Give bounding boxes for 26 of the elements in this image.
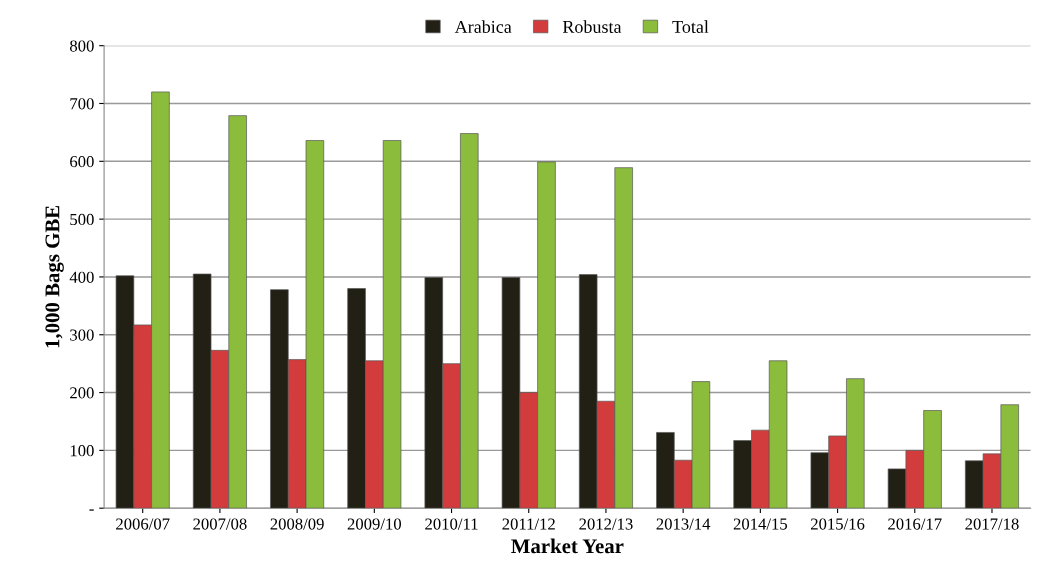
x-tick-label: 2009/10 [347,518,402,530]
x-tick-label: 2016/17 [888,518,942,530]
legend-label: Robusta [562,20,622,33]
y-tick-label: 200 [70,387,94,399]
y-tick-label: 500 [70,213,94,226]
y-tick-label: 300 [70,329,94,341]
x-tick-label: 2012/13 [579,518,633,530]
x-tick-label: 2017/18 [965,518,1019,530]
x-tick-label: 2008/09 [270,518,324,530]
y-tick-label: 700 [70,98,94,110]
x-tick-label: 2014/15 [733,518,788,530]
legend-label: Total [672,20,709,33]
y-tick-label: 100 [70,445,94,457]
x-tick-label: 2006/07 [116,518,170,530]
x-tick-label: 2015/16 [810,518,865,530]
x-tick-label: 2007/08 [193,518,247,530]
y-tick-label: 800 [70,40,94,52]
x-axis-title: Market Year [511,538,624,554]
x-tick-label: 2011/12 [502,518,555,530]
x-tick-label: 2013/14 [656,518,711,530]
y-tick-label: - [89,509,94,511]
y-axis-title: 1,000 Bags GBE [45,205,64,348]
x-tick-label: 2010/11 [425,518,478,530]
legend-label: Arabica [454,20,512,33]
y-tick-label: 600 [70,156,94,168]
y-tick-label: 400 [69,271,94,283]
